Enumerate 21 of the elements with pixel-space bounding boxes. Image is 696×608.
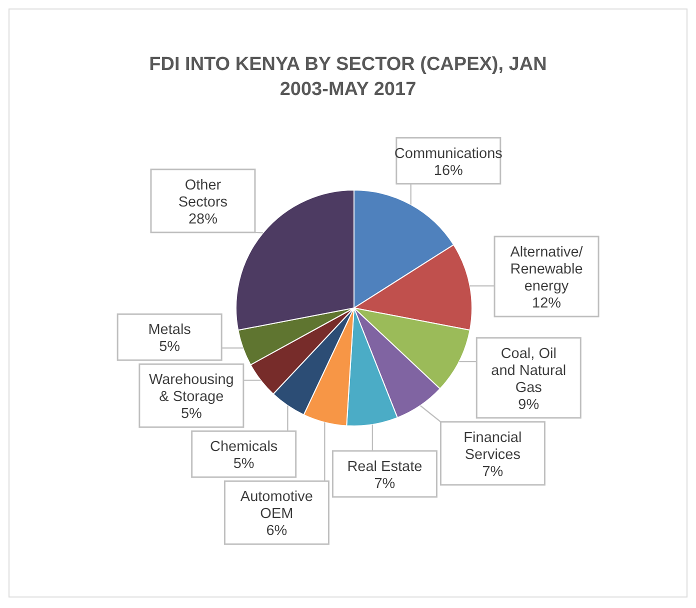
data-label: 12% (532, 296, 562, 312)
data-label: 5% (233, 456, 254, 472)
slice-label: Other Sectors (178, 177, 228, 210)
data-label: 28% (188, 211, 218, 228)
data-label: 9% (518, 396, 540, 413)
slice-label: Warehousing & Storage (148, 372, 234, 406)
slice-label: Real Estate (347, 458, 422, 475)
slice-label: Communications (394, 146, 502, 162)
slice-label: Coal, Oil and Natural Gas (491, 346, 566, 396)
data-label: 5% (180, 406, 202, 422)
data-label: 5% (159, 339, 180, 356)
data-label: 7% (374, 476, 396, 492)
slice-label: Chemicals (210, 439, 278, 456)
data-label: 16% (434, 162, 464, 179)
slice-label: Alternative/Renewable energy (510, 244, 584, 295)
data-label: 7% (482, 464, 504, 480)
chart-title: FDI INTO KENYA BY SECTOR (CAPEX), JAN 2003-MAY 2017 (149, 54, 547, 100)
slice-label: Automotive OEM (240, 489, 313, 522)
slice-label: Financial Services (464, 430, 522, 463)
data-label: 6% (266, 523, 288, 540)
slice-label: Metals (148, 322, 191, 338)
